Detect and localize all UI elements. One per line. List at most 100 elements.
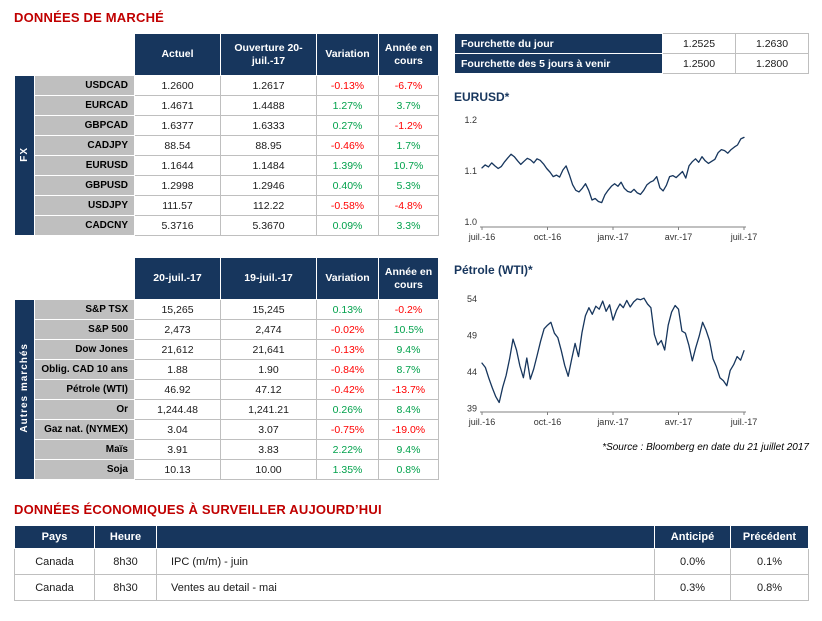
wti-chart-title: Pétrole (WTI)* [454,263,533,277]
value-cell: 10.13 [134,459,221,480]
value-cell: 88.54 [134,135,221,156]
value-cell: 15,265 [134,299,221,320]
table-row: GBPUSD 1.2998 1.2946 0.40% 5.3% [15,175,439,196]
value-cell: 1.2600 [134,75,221,96]
x-tick-label: janv.-17 [596,417,628,427]
ranges-table: Fourchette du jour 1.2525 1.2630 Fourchette… [454,33,809,74]
charts-column: Fourchette du jour 1.2525 1.2630 Fourchette… [454,33,809,480]
value-cell: 1.27% [316,95,379,116]
header-spacer [15,258,135,300]
column-header: Variation [316,257,379,300]
table-row: Pétrole (WTI) 46.92 47.12 -0.42% -13.7% [15,379,439,400]
header-heure: Heure [94,525,157,549]
table-row: GBPCAD 1.6377 1.6333 0.27% -1.2% [15,115,439,136]
value-cell: 10.7% [378,155,439,176]
y-tick-label: 1.0 [464,217,477,227]
x-tick-label: oct.-16 [534,417,562,427]
value-cell: 1,244.48 [134,399,221,420]
value-cell: -0.13% [316,75,379,96]
row-label: CADJPY [34,135,135,156]
value-cell: 111.57 [134,195,221,216]
header-pays: Pays [14,525,95,549]
value-cell: -19.0% [378,419,439,440]
header-row: Pays Heure Anticipé Précédent [14,525,809,549]
header-anticipe: Anticipé [654,525,731,549]
value-cell: 1.2617 [220,75,317,96]
value-cell: 0.40% [316,175,379,196]
table-row: Fourchette du jour 1.2525 1.2630 [454,33,809,54]
column-header: Année en cours [378,33,439,76]
row-label: EURCAD [34,95,135,116]
table-row: EURUSD 1.1644 1.1484 1.39% 10.7% [15,155,439,176]
row-label: USDJPY [34,195,135,216]
x-axis: juil.-16 oct.-16 janv.-17 avr.-17 juil.-17 [468,411,757,427]
value-cell: -0.75% [316,419,379,440]
table-row: Or 1,244.48 1,241.21 0.26% 8.4% [15,399,439,420]
row-label: S&P 500 [34,319,135,340]
value-cell: 0.13% [316,299,379,320]
range-low-value: 1.2525 [662,33,736,54]
row-label: Oblig. CAD 10 ans [34,359,135,380]
row-label: Gaz nat. (NYMEX) [34,419,135,440]
row-label: EURUSD [34,155,135,176]
value-cell: -0.84% [316,359,379,380]
value-cell: 2.22% [316,439,379,460]
table-row: Canada 8h30 Ventes au detail - mai 0.3% 0.8% [14,574,809,601]
country-cell: Canada [14,574,95,601]
table-row: Dow Jones 21,612 21,641 -0.13% 9.4% [15,339,439,360]
wti-line-chart: juil.-16 oct.-16 janv.-17 avr.-17 juil.-17 54… [467,294,757,427]
row-label: S&P TSX [34,299,135,320]
event-cell: IPC (m/m) - juin [156,548,655,575]
series-line [481,297,745,404]
table-row: FX USDCAD 1.2600 1.2617 -0.13% -6.7% [14,75,439,236]
range-label: Fourchette des 5 jours à venir [454,53,663,74]
table-row: Gaz nat. (NYMEX) 3.04 3.07 -0.75% -19.0% [15,419,439,440]
value-cell: 8.7% [378,359,439,380]
market-data-title: DONNÉES DE MARCHÉ [14,10,165,25]
row-label: GBPUSD [34,175,135,196]
x-tick-label: avr.-17 [665,417,693,427]
eurusd-line-chart: juil.-16 oct.-16 janv.-17 avr.-17 juil.-17 1.… [464,115,758,242]
value-cell: 1.1644 [134,155,221,176]
value-cell: 5.3670 [220,215,317,236]
range-low-value: 1.2500 [662,53,736,74]
value-cell: 9.4% [378,439,439,460]
header-row: 20-juil.-17 19-juil.-17 Variation Année en … [15,257,439,300]
x-tick-label: juil.-17 [730,232,758,242]
y-axis-labels: 54 49 44 39 [467,294,477,413]
value-cell: 1.6333 [220,115,317,136]
value-cell: 10.5% [378,319,439,340]
value-cell: 112.22 [220,195,317,216]
economic-data-title: DONNÉES ÉCONOMIQUES À SURVEILLER AUJOURD… [14,502,382,517]
range-label: Fourchette du jour [454,33,663,54]
value-cell: 3.07 [220,419,317,440]
value-cell: 21,641 [220,339,317,360]
row-label: CADCNY [34,215,135,236]
series-line [481,136,745,204]
value-cell: 1.6377 [134,115,221,136]
y-tick-label: 1.1 [464,166,477,176]
value-cell: 1.2998 [134,175,221,196]
previous-cell: 0.1% [730,548,809,575]
eurusd-chart-title: EURUSD* [454,90,510,104]
value-cell: 3.3% [378,215,439,236]
group-label: Autres marchés [19,343,30,433]
value-cell: 5.3% [378,175,439,196]
row-label: Or [34,399,135,420]
value-cell: 3.7% [378,95,439,116]
y-tick-label: 39 [467,403,477,413]
x-tick-label: juil.-16 [468,417,496,427]
country-cell: Canada [14,548,95,575]
row-label: Pétrole (WTI) [34,379,135,400]
x-axis: juil.-16 oct.-16 janv.-17 avr.-17 juil.-17 [468,226,758,242]
value-cell: 88.95 [220,135,317,156]
value-cell: 0.09% [316,215,379,236]
range-high-value: 1.2630 [735,33,809,54]
x-tick-label: juil.-16 [468,232,496,242]
group-bar: Autres marchés [14,299,35,480]
economic-calendar-table: Pays Heure Anticipé Précédent Canada 8h30 IPC … [14,525,809,601]
value-cell: 0.27% [316,115,379,136]
table-row: S&P 500 2,473 2,474 -0.02% 10.5% [15,319,439,340]
value-cell: 1.35% [316,459,379,480]
row-label: Dow Jones [34,339,135,360]
